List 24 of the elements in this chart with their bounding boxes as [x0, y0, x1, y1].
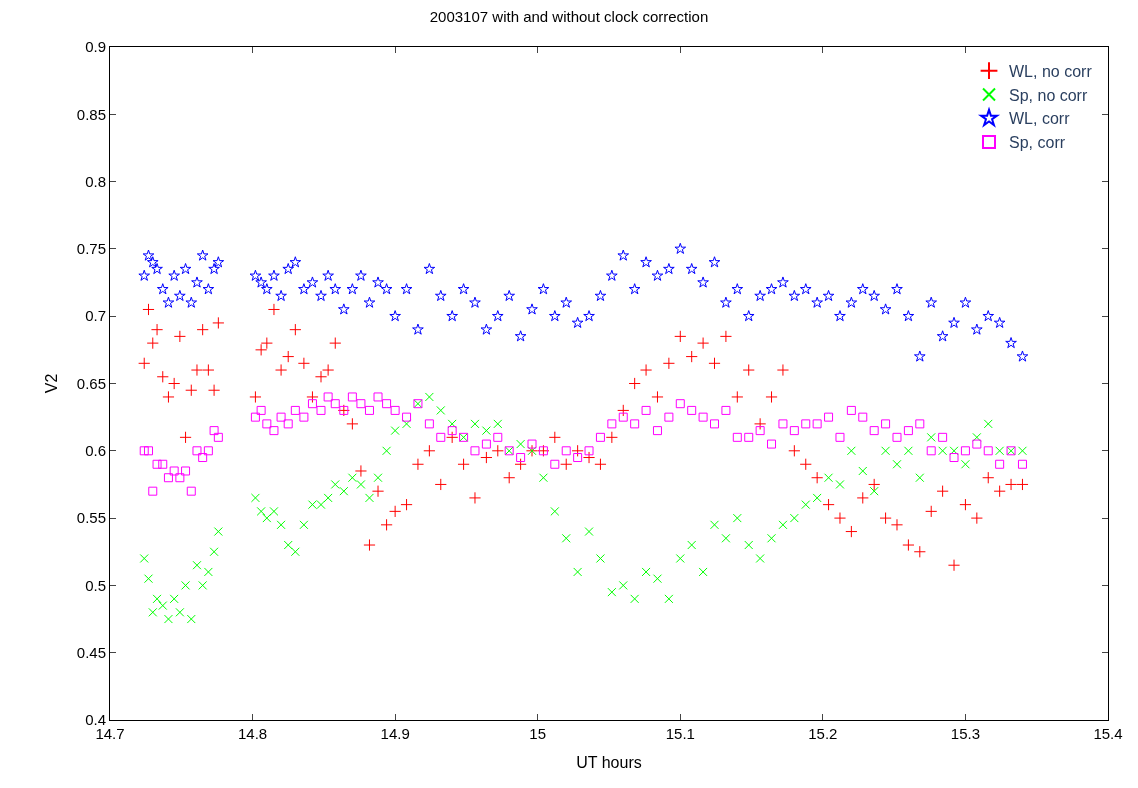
y-tick-label: 0.5 — [85, 576, 106, 594]
x-tick-label: 15.1 — [665, 725, 695, 742]
y-tick-label: 0.75 — [76, 240, 106, 258]
legend-label: Sp, corr — [1009, 134, 1066, 152]
chart-title: 2003107 with and without clock correction — [429, 8, 709, 26]
x-tick-label: 15 — [529, 725, 547, 742]
x-tick-label: 15.2 — [808, 725, 838, 742]
y-tick-label: 0.8 — [85, 172, 106, 190]
x-axis-title: UT hours — [576, 753, 642, 771]
legend-label: Sp, no corr — [1009, 86, 1088, 104]
x-tick-label: 15.3 — [950, 725, 981, 742]
y-tick-label: 0.9 — [85, 38, 106, 56]
x-tick-label: 14.8 — [237, 725, 268, 742]
y-axis-title: V2 — [42, 373, 60, 394]
y-tick-label: 0.7 — [85, 307, 106, 325]
y-tick-label: 0.65 — [76, 374, 106, 392]
x-tick-label: 15.4 — [1093, 725, 1123, 742]
x-tick-label: 14.9 — [380, 725, 410, 742]
y-tick-label: 0.45 — [76, 643, 106, 661]
y-tick-label: 0.6 — [85, 442, 106, 460]
legend-label: WL, no corr — [1009, 62, 1093, 80]
legend-label: WL, corr — [1009, 110, 1071, 128]
y-tick-label: 0.85 — [76, 105, 106, 123]
y-tick-label: 0.55 — [76, 509, 106, 527]
